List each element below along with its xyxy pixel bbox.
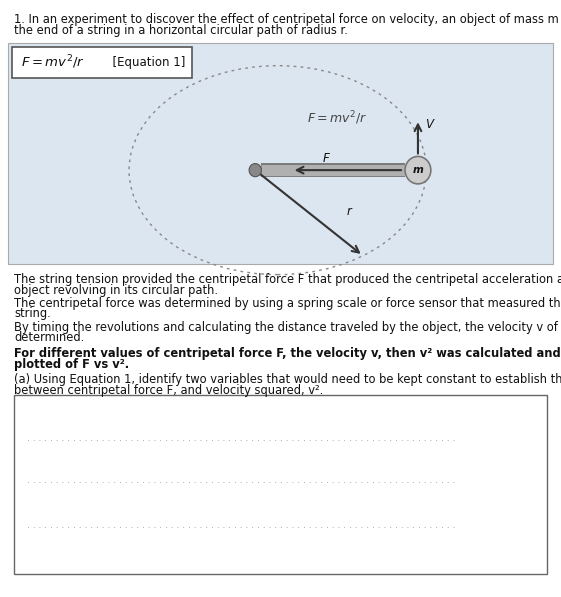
Text: between centripetal force F, and velocity squared, v².: between centripetal force F, and velocit… <box>14 384 323 397</box>
Text: By timing the revolutions and calculating the distance traveled by the object, t: By timing the revolutions and calculatin… <box>14 321 561 334</box>
Text: [Equation 1]: [Equation 1] <box>105 56 186 69</box>
Text: determined.: determined. <box>14 331 84 344</box>
Text: The string tension provided the centripetal force F that produced the centripeta: The string tension provided the centripe… <box>14 273 561 286</box>
FancyBboxPatch shape <box>8 43 553 264</box>
FancyBboxPatch shape <box>12 47 192 78</box>
Text: . . . . . . . . . . . . . . . . . . . . . . . . . . . . . . . . . . . . . . . . : . . . . . . . . . . . . . . . . . . . . … <box>27 434 458 444</box>
Text: For different values of centripetal force F, the velocity v, then v² was calcula: For different values of centripetal forc… <box>14 347 561 360</box>
Text: F: F <box>323 152 330 165</box>
Text: the end of a string in a horizontal circular path of radius r.: the end of a string in a horizontal circ… <box>14 24 348 37</box>
Text: object revolving in its circular path.: object revolving in its circular path. <box>14 284 218 297</box>
Text: r: r <box>346 205 351 219</box>
Text: string.: string. <box>14 307 51 321</box>
Circle shape <box>405 156 431 184</box>
Text: . . . . . . . . . . . . . . . . . . . . . . . . . . . . . . . . . . . . . . . . : . . . . . . . . . . . . . . . . . . . . … <box>27 521 458 530</box>
Text: The centripetal force was determined by using a spring scale or force sensor tha: The centripetal force was determined by … <box>14 297 561 310</box>
Text: $F = mv^2/r$: $F = mv^2/r$ <box>21 53 85 71</box>
Text: (a) Using Equation 1, identify two variables that would need to be kept constant: (a) Using Equation 1, identify two varia… <box>14 373 561 386</box>
Text: V: V <box>425 118 433 131</box>
Text: . . . . . . . . . . . . . . . . . . . . . . . . . . . . . . . . . . . . . . . . : . . . . . . . . . . . . . . . . . . . . … <box>27 476 458 485</box>
Text: plotted of F vs v².: plotted of F vs v². <box>14 358 129 371</box>
Text: 1. In an experiment to discover the effect of centripetal force on velocity, an : 1. In an experiment to discover the effe… <box>14 13 561 26</box>
Circle shape <box>249 164 261 177</box>
FancyBboxPatch shape <box>14 395 547 574</box>
Text: $F = mv^2/r$: $F = mv^2/r$ <box>307 109 368 127</box>
Text: m: m <box>412 165 424 175</box>
